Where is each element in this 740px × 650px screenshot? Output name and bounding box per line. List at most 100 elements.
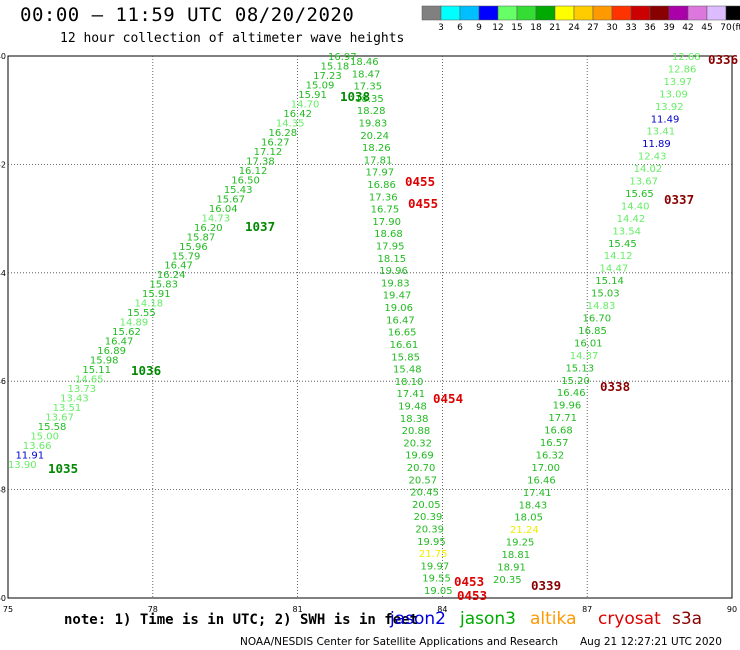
colorbar-label: 27 [587, 23, 598, 33]
swh-value: 16.47 [164, 261, 193, 272]
swh-value: 18.68 [374, 229, 403, 240]
map-frame [7, 55, 733, 599]
colorbar-swatch [687, 5, 708, 21]
swh-value: 17.71 [548, 413, 577, 424]
colorbar-swatch [611, 5, 632, 21]
swh-value: 16.97 [328, 52, 357, 63]
colorbar-label: 6 [457, 23, 463, 33]
swh-value: 13.97 [663, 77, 692, 88]
pass-time-label: 0455 [405, 174, 435, 189]
swh-value: 15.98 [90, 356, 119, 367]
swh-value: 20.32 [403, 438, 432, 449]
swh-value: 15.09 [306, 80, 335, 91]
pass-time-label: 0338 [600, 379, 630, 394]
swh-value: 15.13 [565, 363, 594, 374]
swh-value: 14.37 [570, 351, 599, 362]
swh-value: 19.83 [359, 119, 388, 130]
swh-value: 18.38 [400, 414, 429, 425]
swh-value: 13.67 [629, 177, 658, 188]
swh-value: 19.48 [398, 401, 427, 412]
swh-value: 17.36 [369, 192, 398, 203]
swh-value: 15.00 [30, 432, 59, 443]
colorbar-swatch [478, 5, 499, 21]
swh-value: 19.05 [424, 586, 453, 597]
colorbar-label: 30 [606, 23, 618, 33]
swh-value: 16.50 [231, 175, 260, 186]
swh-value: 14.18 [135, 299, 164, 310]
pass-time-label: 0453 [454, 574, 484, 589]
pass-time-label: 0454 [433, 391, 463, 406]
colorbar-swatch [668, 5, 689, 21]
swh-value: 13.73 [68, 384, 97, 395]
swh-value: 13.54 [612, 226, 641, 237]
pass-time-label: 0453 [457, 588, 487, 603]
colorbar-swatch [516, 5, 537, 21]
swh-value: 16.24 [157, 270, 186, 281]
colorbar-label: 9 [476, 23, 482, 33]
swh-value: 18.91 [497, 563, 526, 574]
swh-value: 18.05 [514, 513, 543, 524]
swh-value: 19.96 [553, 401, 582, 412]
swh-value: 20.57 [409, 475, 438, 486]
swh-value: 19.25 [506, 538, 535, 549]
pass-time-label: 1036 [131, 363, 161, 378]
swh-value: 18.47 [352, 69, 381, 80]
colorbar-label: 3 [438, 23, 444, 33]
footer-note: note: 1) Time is in UTC; 2) SWH is in fe… [64, 612, 419, 628]
swh-value: 16.70 [583, 314, 612, 325]
colorbar-swatch [421, 5, 442, 21]
swh-value: 14.02 [634, 164, 663, 175]
colorbar-swatch [459, 5, 480, 21]
swh-value: 20.24 [360, 131, 389, 142]
swh-value: 16.86 [367, 180, 396, 191]
swh-value: 18.15 [378, 254, 407, 265]
swh-value: 15.67 [216, 194, 245, 205]
swh-value: 15.62 [112, 327, 141, 338]
lat-tick-label: 48 [0, 486, 6, 495]
swh-value: 18.28 [357, 106, 386, 117]
swh-value: 16.89 [97, 346, 126, 357]
swh-value: 15.58 [38, 422, 67, 433]
colorbar-label: 45 [701, 23, 712, 33]
swh-value: 16.46 [557, 388, 586, 399]
lon-tick-label: 84 [437, 605, 447, 614]
colorbar-label: 70 [720, 23, 732, 33]
credit-text: NOAA/NESDIS Center for Satellite Applica… [240, 636, 558, 648]
swh-value: 20.05 [412, 500, 441, 511]
swh-value: 15.65 [625, 189, 654, 200]
swh-value: 15.14 [595, 276, 624, 287]
swh-value: 16.01 [574, 338, 603, 349]
swh-value: 16.28 [268, 128, 297, 139]
swh-value: 20.45 [410, 488, 439, 499]
pass-time-label: 0336 [708, 52, 738, 67]
colorbar-swatch [630, 5, 651, 21]
swh-value: 15.55 [127, 308, 156, 319]
satellite-legend-s3a: s3a [672, 609, 703, 629]
swh-value: 18.35 [355, 94, 384, 105]
lon-tick-label: 87 [582, 605, 592, 614]
swh-value: 15.48 [393, 365, 422, 376]
pass-time-label: 0455 [408, 196, 438, 211]
swh-value: 15.03 [591, 289, 620, 300]
pass-time-label: 1038 [340, 89, 370, 104]
colorbar-swatch [497, 5, 518, 21]
swh-value: 20.70 [407, 463, 436, 474]
swh-value: 11.89 [642, 139, 671, 150]
colorbar-label: 21 [549, 23, 560, 33]
swh-value: 14.40 [621, 201, 650, 212]
lat-tick-label: 42 [0, 160, 6, 169]
generated-timestamp: Aug 21 12:27:21 UTC 2020 [580, 636, 722, 648]
swh-value: 14.42 [617, 214, 646, 225]
swh-value: 16.47 [386, 315, 415, 326]
swh-value: 20.39 [414, 512, 443, 523]
map-subtitle: 12 hour collection of altimeter wave hei… [60, 31, 405, 46]
satellite-legend-altika: altika [530, 609, 577, 629]
lat-tick-label: 40 [0, 52, 6, 61]
swh-value: 11.91 [15, 451, 44, 462]
swh-value: 16.20 [194, 223, 223, 234]
swh-value: 19.97 [421, 561, 450, 572]
swh-value: 13.67 [45, 413, 74, 424]
pass-time-label: 1035 [48, 461, 78, 476]
colorbar-swatch [440, 5, 461, 21]
colorbar-swatch [573, 5, 594, 21]
